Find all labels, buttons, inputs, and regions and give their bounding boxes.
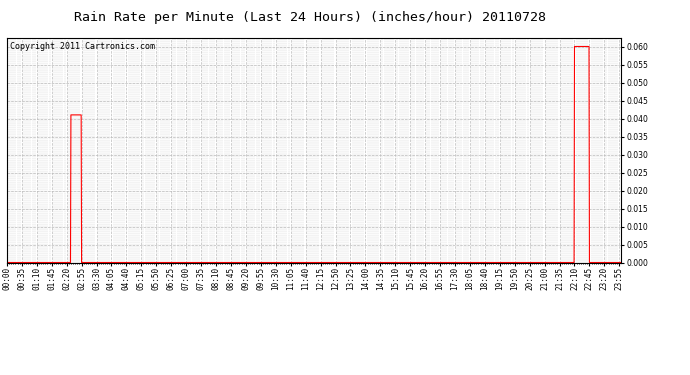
Text: Rain Rate per Minute (Last 24 Hours) (inches/hour) 20110728: Rain Rate per Minute (Last 24 Hours) (in…	[75, 11, 546, 24]
Text: Copyright 2011 Cartronics.com: Copyright 2011 Cartronics.com	[10, 42, 155, 51]
